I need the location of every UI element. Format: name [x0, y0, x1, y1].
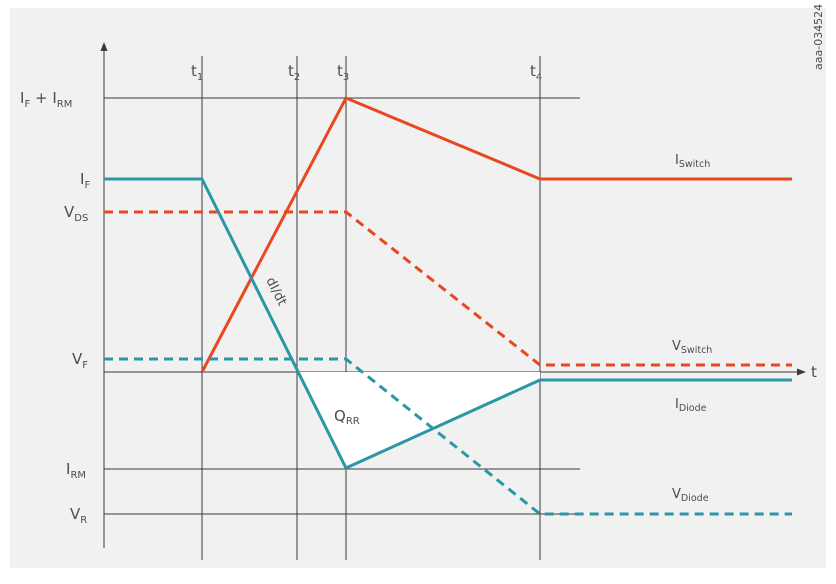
curve-label-v-switch: VSwitch [672, 339, 712, 356]
figure-id: aaa-034524 [812, 4, 825, 70]
v-switch-curve [104, 210, 792, 367]
level-label-if: IF [80, 170, 90, 191]
curve-label-i-diode: IDiode [675, 397, 707, 414]
qrr-label: QRR [334, 407, 360, 427]
time-label-t2: t2 [288, 62, 300, 83]
i-switch-curve [200, 96, 792, 373]
time-label-t1: t1 [191, 62, 203, 83]
v-diode-curve [104, 357, 792, 516]
time-label-t4: t4 [530, 62, 542, 83]
level-label-vf: VF [72, 350, 88, 371]
level-label-if-irm: IF + IRM [20, 89, 72, 110]
level-label-vr: VR [70, 505, 87, 526]
time-label-t3: t3 [337, 62, 349, 83]
t-axis-arrow [797, 368, 806, 376]
diagram-panel [10, 8, 826, 568]
i-diode-curve [104, 177, 792, 470]
qrr-area [297, 372, 540, 468]
y-axis-arrow [100, 42, 108, 51]
curve-label-v-diode: VDiode [672, 487, 709, 504]
level-label-vds: VDS [64, 203, 88, 224]
level-label-irm: IRM [66, 460, 86, 481]
t-axis-label: t [811, 363, 817, 381]
curve-label-i-switch: ISwitch [675, 153, 710, 170]
